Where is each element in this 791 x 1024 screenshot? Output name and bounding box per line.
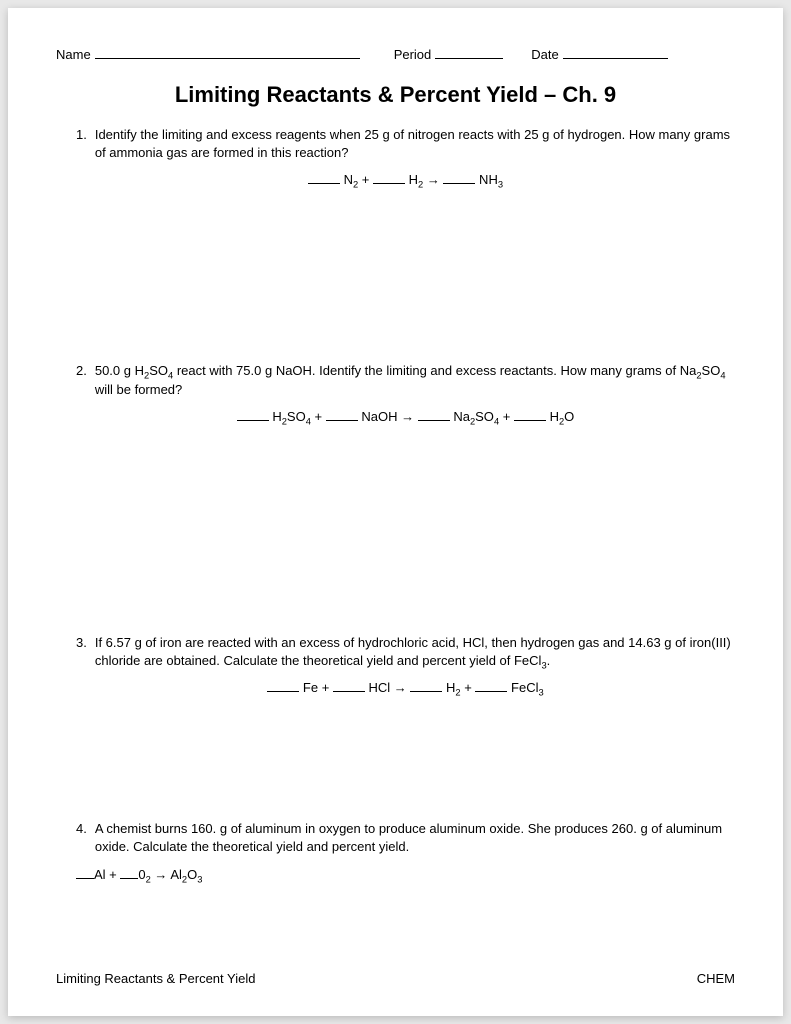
- question-text: 50.0 g H2SO4 react with 75.0 g NaOH. Ide…: [95, 362, 735, 398]
- question-number: 1.: [76, 126, 87, 162]
- coeff-blank[interactable]: [418, 410, 450, 421]
- coeff-blank[interactable]: [410, 681, 442, 692]
- coeff-blank[interactable]: [373, 173, 405, 184]
- question-text: Identify the limiting and excess reagent…: [95, 126, 735, 162]
- page-footer: Limiting Reactants & Percent Yield CHEM: [56, 971, 735, 986]
- question-2: 2. 50.0 g H2SO4 react with 75.0 g NaOH. …: [76, 362, 735, 423]
- footer-left: Limiting Reactants & Percent Yield: [56, 971, 255, 986]
- question-number: 4.: [76, 820, 87, 856]
- question-3: 3. If 6.57 g of iron are reacted with an…: [76, 634, 735, 695]
- question-number: 2.: [76, 362, 87, 398]
- name-blank[interactable]: [95, 46, 360, 59]
- header-fields: Name Period Date: [56, 46, 735, 62]
- question-number: 3.: [76, 634, 87, 670]
- equation-3: Fe + HCl → H2 + FeCl3: [76, 680, 735, 695]
- worksheet-page: Name Period Date Limiting Reactants & Pe…: [8, 8, 783, 1016]
- coeff-blank[interactable]: [267, 681, 299, 692]
- equation-1: N2 + H2 → NH3: [76, 172, 735, 187]
- question-4: 4. A chemist burns 160. g of aluminum in…: [76, 820, 735, 856]
- coeff-blank[interactable]: [120, 868, 138, 879]
- coeff-blank[interactable]: [514, 410, 546, 421]
- coeff-blank[interactable]: [308, 173, 340, 184]
- coeff-blank[interactable]: [443, 173, 475, 184]
- coeff-blank[interactable]: [76, 868, 94, 879]
- date-blank[interactable]: [563, 46, 668, 59]
- footer-right: CHEM: [697, 971, 735, 986]
- coeff-blank[interactable]: [333, 681, 365, 692]
- coeff-blank[interactable]: [475, 681, 507, 692]
- period-blank[interactable]: [435, 46, 503, 59]
- page-title: Limiting Reactants & Percent Yield – Ch.…: [56, 82, 735, 108]
- equation-4: Al + 02 → Al2O3: [76, 867, 735, 882]
- question-text: A chemist burns 160. g of aluminum in ox…: [95, 820, 735, 856]
- period-label: Period: [394, 47, 432, 62]
- question-text: If 6.57 g of iron are reacted with an ex…: [95, 634, 735, 670]
- date-label: Date: [531, 47, 558, 62]
- coeff-blank[interactable]: [326, 410, 358, 421]
- name-label: Name: [56, 47, 91, 62]
- question-1: 1. Identify the limiting and excess reag…: [76, 126, 735, 187]
- coeff-blank[interactable]: [237, 410, 269, 421]
- equation-2: H2SO4 + NaOH → Na2SO4 + H2O: [76, 409, 735, 424]
